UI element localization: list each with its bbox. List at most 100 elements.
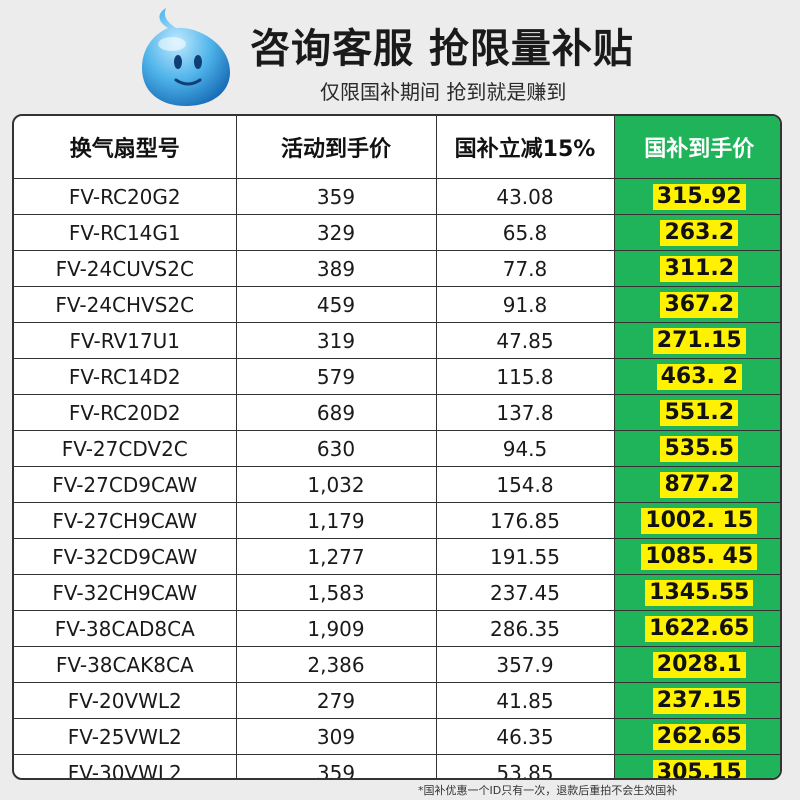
discount-cell: 176.85 [435, 502, 615, 539]
final-price-value: 263.2 [660, 219, 739, 246]
final-price-value: 2028.1 [652, 651, 746, 678]
final-price-cell: 535.5 [613, 430, 780, 467]
discount-cell: 65.8 [435, 214, 615, 251]
table-row: FV-RC20D2 689 137.8 551.2 [14, 394, 780, 431]
price-cell: 309 [235, 718, 437, 755]
column-header-model: 换气扇型号 [14, 116, 237, 179]
final-price-cell: 1622.65 [613, 610, 780, 647]
discount-cell: 41.85 [435, 682, 615, 719]
discount-cell: 137.8 [435, 394, 615, 431]
model-cell: FV-RC20D2 [14, 394, 237, 431]
discount-cell: 357.9 [435, 646, 615, 683]
final-price-cell: 271.15 [613, 322, 780, 359]
final-price-value: 367.2 [660, 291, 739, 318]
final-price-cell: 1085. 45 [613, 538, 780, 575]
discount-cell: 191.55 [435, 538, 615, 575]
final-price-cell: 1002. 15 [613, 502, 780, 539]
discount-cell: 77.8 [435, 250, 615, 287]
price-cell: 1,909 [235, 610, 437, 647]
discount-cell: 115.8 [435, 358, 615, 395]
discount-cell: 154.8 [435, 466, 615, 503]
price-cell: 1,032 [235, 466, 437, 503]
price-cell: 279 [235, 682, 437, 719]
table-row: FV-32CD9CAW 1,277 191.55 1085. 45 [14, 538, 780, 575]
final-price-cell: 315.92 [613, 178, 780, 215]
model-cell: FV-25VWL2 [14, 718, 237, 755]
discount-cell: 46.35 [435, 718, 615, 755]
final-price-value: 463. 2 [656, 363, 742, 390]
price-cell: 319 [235, 322, 437, 359]
price-cell: 359 [235, 178, 437, 215]
price-cell: 2,386 [235, 646, 437, 683]
header: 咨询客服 抢限量补贴 仅限国补期间 抢到就是赚到 [0, 0, 800, 112]
final-price-cell: 551.2 [613, 394, 780, 431]
model-cell: FV-27CDV2C [14, 430, 237, 467]
final-price-cell: 2028.1 [613, 646, 780, 683]
discount-cell: 94.5 [435, 430, 615, 467]
model-cell: FV-30VWL2 [14, 754, 237, 778]
final-price-value: 877.2 [660, 471, 739, 498]
discount-cell: 43.08 [435, 178, 615, 215]
model-cell: FV-27CD9CAW [14, 466, 237, 503]
table-header-row: 换气扇型号 活动到手价 国补立减15% 国补到手价 [14, 116, 780, 179]
model-cell: FV-24CUVS2C [14, 250, 237, 287]
final-price-cell: 305.15 [613, 754, 780, 778]
model-cell: FV-27CH9CAW [14, 502, 237, 539]
model-cell: FV-38CAD8CA [14, 610, 237, 647]
final-price-cell: 463. 2 [613, 358, 780, 395]
price-cell: 459 [235, 286, 437, 323]
discount-cell: 91.8 [435, 286, 615, 323]
price-cell: 329 [235, 214, 437, 251]
final-price-cell: 262.65 [613, 718, 780, 755]
model-cell: FV-38CAK8CA [14, 646, 237, 683]
discount-cell: 47.85 [435, 322, 615, 359]
model-cell: FV-32CD9CAW [14, 538, 237, 575]
page-subtitle: 仅限国补期间 抢到就是赚到 [320, 80, 567, 104]
page-title: 咨询客服 抢限量补贴 [250, 26, 634, 72]
model-cell: FV-RC20G2 [14, 178, 237, 215]
model-cell: FV-24CHVS2C [14, 286, 237, 323]
table-row: FV-32CH9CAW 1,583 237.45 1345.55 [14, 574, 780, 611]
table-row: FV-RC20G2 359 43.08 315.92 [14, 178, 780, 215]
final-price-value: 237.15 [652, 687, 746, 714]
final-price-cell: 1345.55 [613, 574, 780, 611]
water-drop-mascot-icon [142, 8, 230, 106]
price-cell: 359 [235, 754, 437, 778]
table-row: FV-38CAD8CA 1,909 286.35 1622.65 [14, 610, 780, 647]
final-price-value: 315.92 [652, 183, 746, 210]
final-price-cell: 367.2 [613, 286, 780, 323]
table-row: FV-RV17U1 319 47.85 271.15 [14, 322, 780, 359]
final-price-value: 1345.55 [645, 579, 754, 606]
price-cell: 689 [235, 394, 437, 431]
model-cell: FV-20VWL2 [14, 682, 237, 719]
final-price-cell: 311.2 [613, 250, 780, 287]
table-row: FV-RC14G1 329 65.8 263.2 [14, 214, 780, 251]
model-cell: FV-RC14G1 [14, 214, 237, 251]
final-price-value: 271.15 [652, 327, 746, 354]
table-row: FV-20VWL2 279 41.85 237.15 [14, 682, 780, 719]
price-table: 换气扇型号 活动到手价 国补立减15% 国补到手价 FV-RC20G2 359 43… [12, 114, 782, 780]
model-cell: FV-32CH9CAW [14, 574, 237, 611]
column-header-final-price: 国补到手价 [613, 116, 780, 179]
price-cell: 389 [235, 250, 437, 287]
price-cell: 630 [235, 430, 437, 467]
final-price-value: 1622.65 [645, 615, 754, 642]
discount-cell: 286.35 [435, 610, 615, 647]
final-price-value: 551.2 [660, 399, 739, 426]
table-row: FV-25VWL2 309 46.35 262.65 [14, 718, 780, 755]
table-row: FV-RC14D2 579 115.8 463. 2 [14, 358, 780, 395]
model-cell: FV-RC14D2 [14, 358, 237, 395]
table-row: FV-24CUVS2C 389 77.8 311.2 [14, 250, 780, 287]
table-row: FV-27CDV2C 630 94.5 535.5 [14, 430, 780, 467]
price-cell: 1,179 [235, 502, 437, 539]
footnote: *国补优惠一个ID只有一次，退款后重拍不会生效国补 [418, 784, 678, 797]
price-cell: 1,277 [235, 538, 437, 575]
final-price-value: 311.2 [660, 255, 739, 282]
column-header-price: 活动到手价 [235, 116, 437, 179]
final-price-value: 305.15 [652, 759, 746, 778]
final-price-value: 1002. 15 [641, 507, 758, 534]
table-row: FV-38CAK8CA 2,386 357.9 2028.1 [14, 646, 780, 683]
price-cell: 579 [235, 358, 437, 395]
final-price-value: 1085. 45 [641, 543, 758, 570]
final-price-cell: 263.2 [613, 214, 780, 251]
